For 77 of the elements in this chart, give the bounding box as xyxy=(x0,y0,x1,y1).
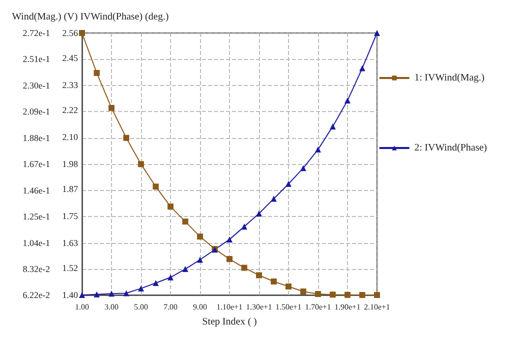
point xyxy=(359,65,366,72)
point xyxy=(168,274,174,280)
point xyxy=(344,98,350,104)
x-tick-label: 2.10e+1 xyxy=(364,302,390,312)
point xyxy=(108,104,114,111)
point xyxy=(315,291,321,297)
point xyxy=(286,180,292,187)
y2-tick-label: 1.52 xyxy=(62,262,78,273)
point xyxy=(270,196,277,202)
point xyxy=(138,285,144,292)
y2-tick-label: 1.63 xyxy=(62,238,78,248)
x-tick-label: 1.70e+1 xyxy=(304,302,332,312)
y2-tick-label: 2.45 xyxy=(62,52,78,63)
point xyxy=(94,70,100,76)
point xyxy=(315,146,321,153)
point xyxy=(108,290,114,297)
point xyxy=(256,210,262,216)
point xyxy=(256,272,262,278)
point xyxy=(374,30,380,36)
x-tick-label: 1.30e+1 xyxy=(246,302,272,312)
y-tick-label: 1.46e-1 xyxy=(22,185,50,196)
x-tick-label: 5.00 xyxy=(134,302,148,312)
y-tick-label: 8.32e-2 xyxy=(22,264,50,274)
y-tick-label: 2.72e-1 xyxy=(22,28,50,38)
point xyxy=(300,165,306,172)
point xyxy=(344,292,350,298)
x-axis-title: Step Index ( ) xyxy=(202,316,257,328)
point xyxy=(226,236,232,242)
y2-tick-label: 1.40 xyxy=(62,290,78,300)
y2-tick-label: 1.98 xyxy=(62,159,78,169)
y-tick-label: 1.25e-1 xyxy=(22,212,50,222)
point xyxy=(94,291,100,298)
x-tick-label: 9.00 xyxy=(193,302,207,312)
point xyxy=(197,256,203,263)
point xyxy=(123,290,130,296)
point xyxy=(152,280,159,286)
point xyxy=(270,278,277,285)
y-tick-label: 2.09e-1 xyxy=(22,106,50,117)
y2-tick-label: 2.56 xyxy=(62,28,78,38)
y-tick-label: 2.30e-1 xyxy=(22,80,50,90)
y2-tick-label: 2.33 xyxy=(62,80,78,90)
point xyxy=(300,288,306,295)
point xyxy=(359,292,366,298)
y-tick-label: 2.51e-1 xyxy=(22,54,50,64)
y-tick-label: 6.22e-2 xyxy=(22,290,50,300)
point xyxy=(182,266,188,272)
point xyxy=(168,204,174,210)
y-tick-label: 1.04e-1 xyxy=(22,238,50,248)
point xyxy=(226,256,232,262)
point xyxy=(330,124,336,130)
y-tick-label: 1.88e-1 xyxy=(22,132,50,143)
point xyxy=(138,161,144,168)
point xyxy=(182,218,188,225)
x-tick-label: 1.50e+1 xyxy=(275,302,302,312)
legend-label: 1: IVWind(Mag.) xyxy=(414,72,485,84)
y-tick-label: 1.67e-1 xyxy=(22,159,50,170)
point xyxy=(374,292,380,298)
legend-label: 2: IVWind(Phase) xyxy=(414,142,488,154)
point xyxy=(123,134,130,141)
x-tick-label: 1.90e+1 xyxy=(334,302,361,312)
x-tick-label: 7.00 xyxy=(164,302,178,312)
y2-tick-label: 2.22 xyxy=(62,104,78,115)
y2-tick-label: 1.75 xyxy=(62,210,78,221)
x-tick-label: 1.00 xyxy=(75,302,89,312)
point xyxy=(79,292,85,298)
text: Wind(Mag.) (V) IVWind(Phase) (deg.) xyxy=(12,12,169,22)
point xyxy=(197,234,203,240)
y2-tick-label: 2.10 xyxy=(62,132,78,142)
x-tick-label: 1.10e+1 xyxy=(216,302,243,312)
point xyxy=(330,292,336,298)
point xyxy=(241,264,248,271)
point xyxy=(152,184,159,190)
y2-tick-label: 1.87 xyxy=(62,184,78,194)
point xyxy=(79,30,85,36)
point xyxy=(286,284,292,290)
point xyxy=(241,224,248,230)
x-tick-label: 3.00 xyxy=(104,302,118,312)
